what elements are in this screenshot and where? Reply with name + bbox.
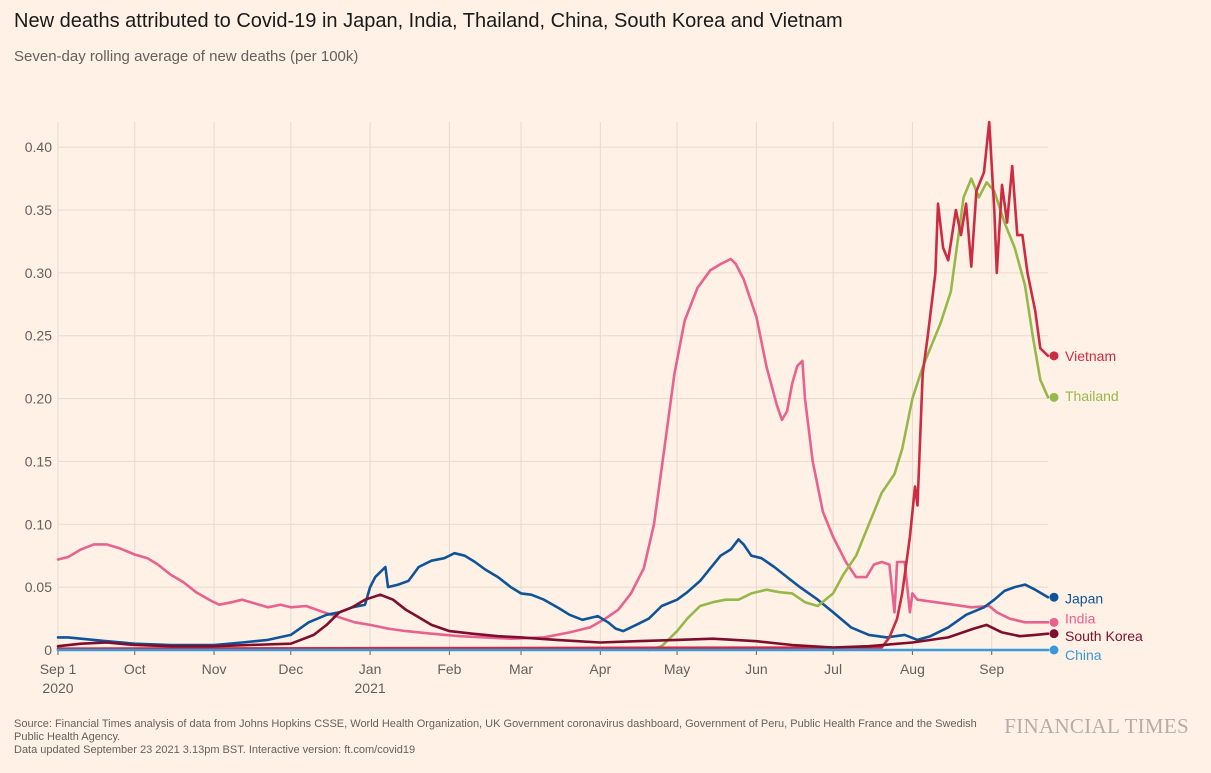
y-tick-label: 0.05	[25, 579, 52, 595]
y-tick-label: 0.35	[25, 202, 52, 218]
series-line-thailand	[647, 177, 1050, 652]
y-tick-label: 0.15	[25, 453, 52, 469]
series-line-japan	[56, 538, 1050, 647]
series-label-vietnam: Vietnam	[1065, 348, 1116, 364]
x-tick-label: Apr	[589, 661, 611, 677]
series-label-south-korea: South Korea	[1065, 628, 1143, 644]
x-tick-label: Jul	[824, 661, 842, 677]
x-tick-label: Feb	[437, 661, 461, 677]
series-label-india: India	[1065, 611, 1096, 627]
y-tick-label: 0.25	[25, 328, 52, 344]
x-tick-label: Oct	[124, 661, 146, 677]
data-updated-text: Data updated September 23 2021 3.13pm BS…	[14, 744, 416, 756]
series-label-thailand: Thailand	[1065, 388, 1119, 404]
y-tick-label: 0.20	[25, 391, 52, 407]
x-tick-label: Sep 1	[40, 661, 77, 677]
x-tick-label: Jun	[745, 661, 768, 677]
y-tick-label: 0.30	[25, 265, 52, 281]
x-tick-label: May	[664, 661, 690, 677]
financial-times-logo: FINANCIAL TIMES	[1004, 714, 1189, 738]
series-line-india	[56, 257, 1050, 640]
source-note: Source: Financial Times analysis of data…	[14, 718, 994, 757]
x-tick-label: Mar	[509, 661, 533, 677]
x-tick-label: Jan	[359, 661, 382, 677]
x-tick-label: Sep	[979, 661, 1004, 677]
end-dot-south-korea	[1049, 629, 1059, 639]
x-tick-year-label: 2021	[355, 680, 386, 696]
chart-title: New deaths attributed to Covid-19 in Jap…	[14, 10, 843, 32]
end-dot-india	[1049, 617, 1059, 627]
y-tick-label: 0	[44, 642, 52, 658]
end-dot-thailand	[1049, 392, 1059, 402]
end-dot-vietnam	[1049, 351, 1059, 361]
source-text: Source: Financial Times analysis of data…	[14, 718, 977, 743]
x-tick-label: Aug	[900, 661, 925, 677]
y-tick-label: 0.40	[25, 139, 52, 155]
chart-subtitle: Seven-day rolling average of new deaths …	[14, 48, 359, 65]
series-line-vietnam	[56, 120, 1050, 650]
x-tick-year-label: 2020	[42, 680, 73, 696]
x-tick-label: Nov	[202, 661, 227, 677]
x-tick-label: Dec	[278, 661, 303, 677]
series-label-china: China	[1065, 647, 1102, 663]
series-line-south-korea	[56, 593, 1050, 649]
series-label-japan: Japan	[1065, 590, 1103, 606]
y-tick-label: 0.10	[25, 516, 52, 532]
end-dot-japan	[1049, 592, 1059, 602]
end-dot-china	[1049, 645, 1059, 655]
